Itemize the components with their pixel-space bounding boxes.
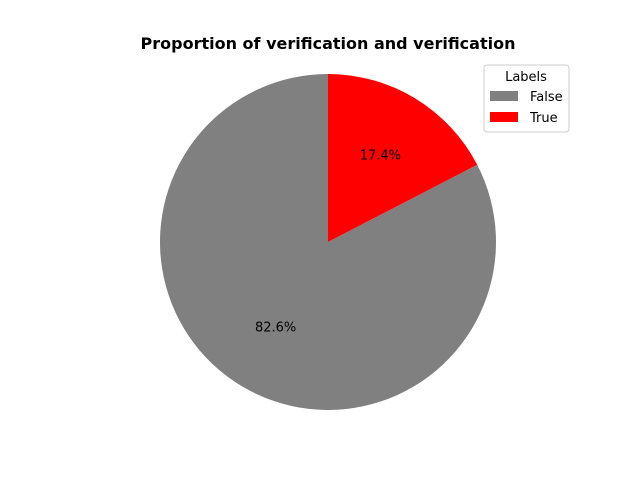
legend: Labels False True [483, 64, 570, 133]
pie-label-false: 82.6% [255, 321, 296, 336]
chart-title: Proportion of verification and verificat… [141, 34, 516, 53]
pie-label-true: 17.4% [360, 148, 401, 163]
legend-label-false: False [530, 90, 563, 105]
pie-slices [159, 74, 496, 410]
legend-title: Labels [505, 70, 547, 85]
legend-label-true: True [529, 111, 558, 126]
legend-entries: False True [490, 90, 563, 126]
pie-slice-true [328, 74, 478, 242]
pie-percent-labels: 82.6% 17.4% [255, 148, 401, 335]
legend-swatch-false [490, 91, 518, 101]
legend-swatch-true [490, 112, 518, 122]
